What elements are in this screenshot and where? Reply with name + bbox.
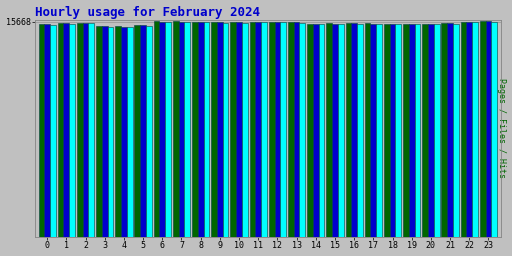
Bar (96, 26, 102, 237)
Bar (223, 23, 228, 237)
Bar (249, 22, 255, 237)
Bar (294, 22, 300, 237)
Bar (50, 25, 56, 237)
Bar (466, 22, 472, 237)
Bar (332, 24, 338, 237)
Bar (217, 22, 223, 237)
Bar (485, 22, 492, 237)
Bar (428, 24, 434, 237)
Bar (415, 24, 420, 237)
Bar (346, 23, 351, 237)
Bar (58, 23, 63, 237)
Bar (280, 22, 286, 237)
Bar (38, 24, 45, 237)
Bar (441, 23, 447, 237)
Text: Hourly usage for February 2024: Hourly usage for February 2024 (35, 6, 260, 18)
Bar (422, 24, 428, 237)
Bar (211, 22, 217, 237)
Bar (204, 22, 209, 237)
Bar (121, 27, 127, 237)
Bar (140, 25, 146, 237)
Bar (338, 24, 344, 237)
Bar (307, 24, 313, 237)
Bar (384, 24, 390, 237)
Bar (318, 24, 325, 237)
Bar (313, 24, 318, 237)
Bar (255, 22, 261, 237)
Y-axis label: Pages / Files / Hits: Pages / Files / Hits (498, 79, 506, 178)
Bar (230, 22, 236, 237)
Bar (242, 23, 248, 237)
Bar (453, 24, 459, 237)
Bar (390, 24, 395, 237)
Bar (461, 22, 466, 237)
Bar (269, 22, 274, 237)
Bar (45, 24, 50, 237)
Bar (403, 24, 409, 237)
Bar (357, 24, 363, 237)
Bar (409, 24, 415, 237)
Bar (115, 26, 121, 237)
Bar (288, 22, 294, 237)
Bar (184, 22, 190, 237)
Bar (77, 23, 82, 237)
Bar (127, 27, 133, 237)
Bar (434, 24, 439, 237)
Bar (236, 23, 242, 237)
Bar (179, 22, 184, 237)
Bar (173, 21, 179, 237)
Bar (274, 22, 280, 237)
Bar (198, 22, 204, 237)
Bar (300, 23, 305, 237)
Bar (351, 23, 357, 237)
Bar (108, 27, 113, 237)
Bar (154, 21, 159, 237)
Bar (371, 24, 376, 237)
Bar (395, 24, 401, 237)
Bar (82, 23, 89, 237)
Bar (146, 26, 152, 237)
Bar (261, 23, 267, 237)
Bar (376, 24, 382, 237)
Bar (492, 22, 497, 237)
Bar (135, 25, 140, 237)
Bar (326, 24, 332, 237)
Bar (365, 23, 371, 237)
Bar (159, 22, 165, 237)
Bar (63, 23, 69, 237)
Bar (89, 23, 94, 237)
Bar (480, 21, 485, 237)
Bar (69, 24, 75, 237)
Bar (447, 24, 453, 237)
Bar (102, 26, 108, 237)
Bar (472, 23, 478, 237)
Bar (192, 22, 198, 237)
Bar (165, 22, 171, 237)
